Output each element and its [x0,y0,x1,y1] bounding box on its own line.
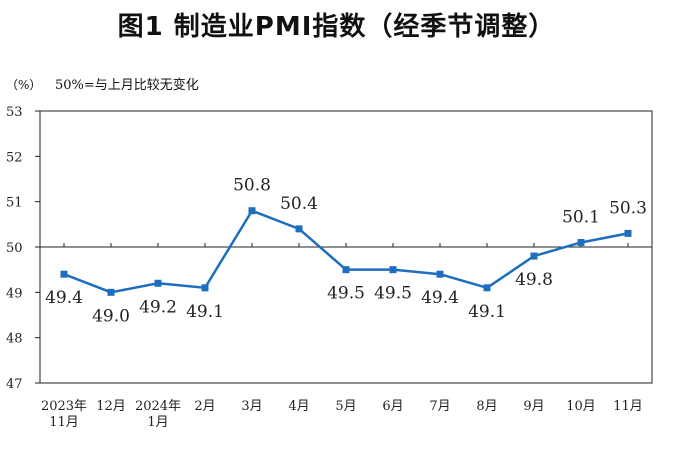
x-tick-label: 3月 [241,399,262,414]
data-label: 50.1 [562,207,600,227]
chart-title: 图1 制造业PMI指数（经季节调整） [117,12,556,42]
y-tick-label: 47 [6,377,23,392]
data-point [201,284,209,292]
reference-note: 50%=与上月比较无变化 [55,78,199,93]
y-tick-label: 51 [6,196,23,211]
data-point [60,270,68,278]
data-point [530,252,538,260]
data-point [295,225,303,233]
x-tick-label: 10月 [566,399,596,414]
data-point [483,284,491,292]
data-label: 49.8 [515,270,553,290]
data-point [248,207,256,215]
data-label: 49.2 [139,297,177,317]
data-label: 49.1 [468,302,506,322]
y-tick-label: 48 [6,332,23,347]
x-tick-label: 6月 [382,399,403,414]
data-label: 50.8 [233,176,271,196]
x-tick-label: 1月 [147,415,168,430]
y-tick-label: 50 [6,241,23,256]
x-tick-label: 12月 [96,399,126,414]
data-point [436,270,444,278]
x-tick-label: 2月 [194,399,215,414]
data-label: 49.4 [421,288,459,308]
x-tick-label: 5月 [335,399,356,414]
data-label: 49.1 [186,302,224,322]
data-label: 50.3 [609,198,647,218]
data-point [624,229,632,237]
data-point [342,266,350,274]
data-label: 49.4 [45,288,83,308]
y-axis-unit-label: （%） [6,78,42,92]
x-tick-label: 9月 [523,399,544,414]
data-label: 50.4 [280,194,318,214]
data-point [389,266,397,274]
x-tick-label: 2023年 [41,399,87,414]
data-point [577,238,585,246]
data-label: 49.0 [92,306,130,326]
y-tick-label: 53 [6,105,23,120]
data-label: 49.5 [327,284,365,304]
data-point [154,279,162,287]
data-point [107,288,115,296]
y-tick-label: 52 [6,150,23,165]
x-tick-label: 8月 [476,399,497,414]
x-tick-label: 11月 [613,399,643,414]
y-tick-label: 49 [6,286,23,301]
x-tick-label: 11月 [49,415,79,430]
x-tick-label: 2024年 [135,399,181,414]
x-tick-label: 4月 [288,399,309,414]
data-label: 49.5 [374,284,412,304]
x-tick-label: 7月 [429,399,450,414]
